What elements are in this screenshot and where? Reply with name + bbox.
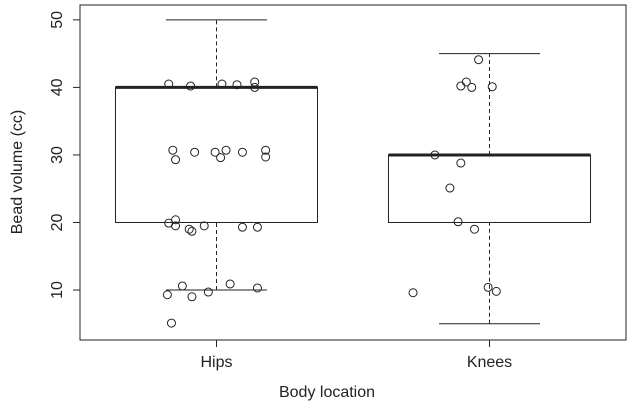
data-point	[190, 147, 200, 157]
data-point	[177, 281, 187, 291]
x-tick-label: Hips	[200, 354, 232, 371]
y-tick-label: 30	[49, 146, 66, 164]
data-point	[237, 222, 247, 232]
data-point	[184, 224, 194, 234]
data-point	[187, 226, 197, 236]
data-point	[430, 150, 440, 160]
box	[114, 86, 319, 223]
data-point	[261, 145, 271, 155]
data-point	[467, 82, 477, 92]
data-point	[171, 221, 181, 231]
x-tick-label: Knees	[467, 354, 512, 371]
data-point	[250, 77, 260, 87]
data-point	[408, 288, 418, 298]
data-point	[217, 79, 227, 89]
y-axis-label: Bead volume (cc)	[9, 110, 26, 235]
data-point	[252, 222, 262, 232]
data-point	[186, 81, 196, 91]
data-point	[487, 82, 497, 92]
data-point	[250, 82, 260, 92]
data-point	[483, 282, 493, 292]
x-axis-label: Body location	[279, 384, 375, 401]
data-point	[166, 318, 176, 328]
data-point	[469, 224, 479, 234]
data-point	[203, 287, 213, 297]
data-point	[456, 158, 466, 168]
data-point	[237, 147, 247, 157]
data-point	[491, 286, 501, 296]
y-tick-label: 40	[49, 78, 66, 96]
data-point	[453, 217, 463, 227]
data-point	[168, 145, 178, 155]
data-point	[171, 155, 181, 165]
plot-frame	[79, 4, 627, 341]
data-point	[164, 79, 174, 89]
data-point	[461, 77, 471, 87]
data-point	[232, 80, 242, 90]
data-point	[225, 279, 235, 289]
data-point	[456, 81, 466, 91]
data-point	[171, 215, 181, 225]
data-point	[445, 183, 455, 193]
box	[387, 154, 592, 223]
data-point	[261, 152, 271, 162]
data-point	[199, 221, 209, 231]
y-tick-label: 20	[49, 213, 66, 231]
data-point	[474, 55, 484, 65]
data-point	[162, 290, 172, 300]
data-point	[252, 283, 262, 293]
data-point	[210, 147, 220, 157]
y-tick-label: 10	[49, 281, 66, 299]
data-point	[221, 145, 231, 155]
data-point	[187, 292, 197, 302]
y-tick-label: 50	[49, 11, 66, 29]
data-point	[216, 153, 226, 163]
